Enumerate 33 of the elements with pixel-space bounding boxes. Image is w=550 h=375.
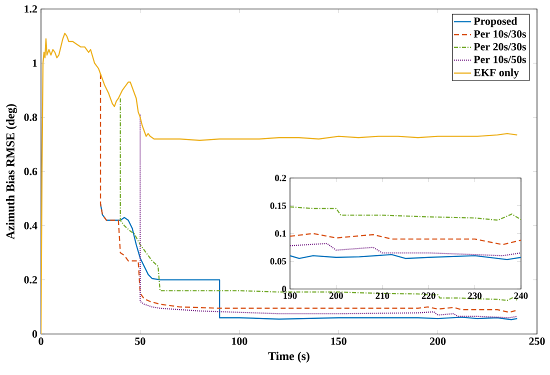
line-series — [290, 206, 522, 221]
x-tick-label: 230 — [468, 292, 482, 299]
y-axis-title: Azimuth Bias RMSE (deg) — [6, 104, 17, 240]
x-tick-label: 250 — [529, 338, 545, 345]
x-tick-label: 240 — [514, 292, 528, 299]
line-series — [290, 242, 522, 256]
y-tick-label: 1.2 — [24, 5, 37, 13]
legend-label: Proposed — [474, 17, 518, 28]
x-tick-label: 190 — [284, 292, 297, 299]
legend-label: Per 10s/50s — [474, 56, 526, 64]
y-tick-label: 0.6 — [24, 168, 38, 176]
y-tick-label: 0.05 — [270, 258, 286, 264]
y-tick-label: 0.4 — [24, 222, 38, 230]
y-tick-label: 0 — [282, 286, 286, 292]
y-tick-label: 0.2 — [24, 276, 37, 284]
x-tick-label: 200 — [329, 292, 343, 299]
y-tick-label: 0.1 — [275, 230, 286, 237]
x-tick-label: 0 — [38, 338, 44, 345]
x-tick-label: 200 — [430, 338, 446, 345]
y-tick-label: 0.15 — [270, 202, 286, 209]
legend-label: Per 20s/30s — [474, 43, 526, 50]
x-tick-label: 210 — [376, 292, 390, 299]
y-tick-label: 0.2 — [275, 174, 286, 182]
y-tick-label: 0.8 — [24, 114, 38, 122]
y-tick-label: 1 — [32, 60, 37, 67]
x-tick-label: 220 — [422, 292, 436, 299]
x-tick-label: 50 — [135, 338, 146, 345]
legend-label: Per 10s/30s — [474, 30, 526, 38]
x-axis-title: Time (s) — [268, 352, 310, 363]
legend-label: EKF only — [474, 68, 519, 79]
x-tick-label: 100 — [232, 338, 248, 345]
x-tick-label: 150 — [331, 338, 346, 345]
y-tick-label: 0 — [32, 330, 38, 338]
